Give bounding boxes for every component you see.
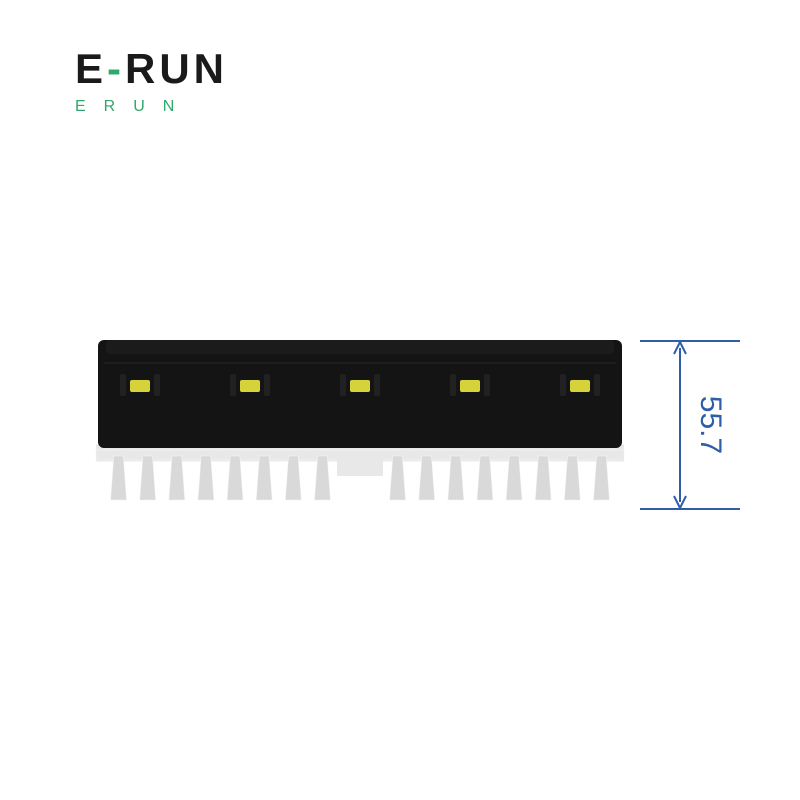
logo-dash: - bbox=[107, 45, 125, 92]
logo-text-before: E bbox=[75, 45, 107, 92]
dimension-value: 55.7 bbox=[693, 396, 727, 454]
product-diagram bbox=[90, 340, 630, 510]
page: E-RUN ERUN 55.7 bbox=[0, 0, 800, 800]
brand-logo: E-RUN ERUN bbox=[75, 48, 228, 116]
product-svg bbox=[90, 340, 630, 510]
logo-text-after: RUN bbox=[125, 45, 228, 92]
logo-main: E-RUN bbox=[75, 48, 228, 90]
logo-subtext: ERUN bbox=[75, 98, 228, 116]
dimension-height: 55.7 bbox=[640, 340, 750, 510]
